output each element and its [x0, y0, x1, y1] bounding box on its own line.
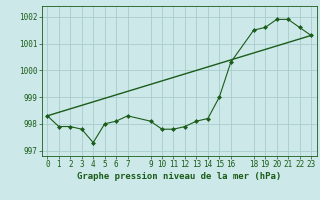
X-axis label: Graphe pression niveau de la mer (hPa): Graphe pression niveau de la mer (hPa) — [77, 172, 281, 181]
